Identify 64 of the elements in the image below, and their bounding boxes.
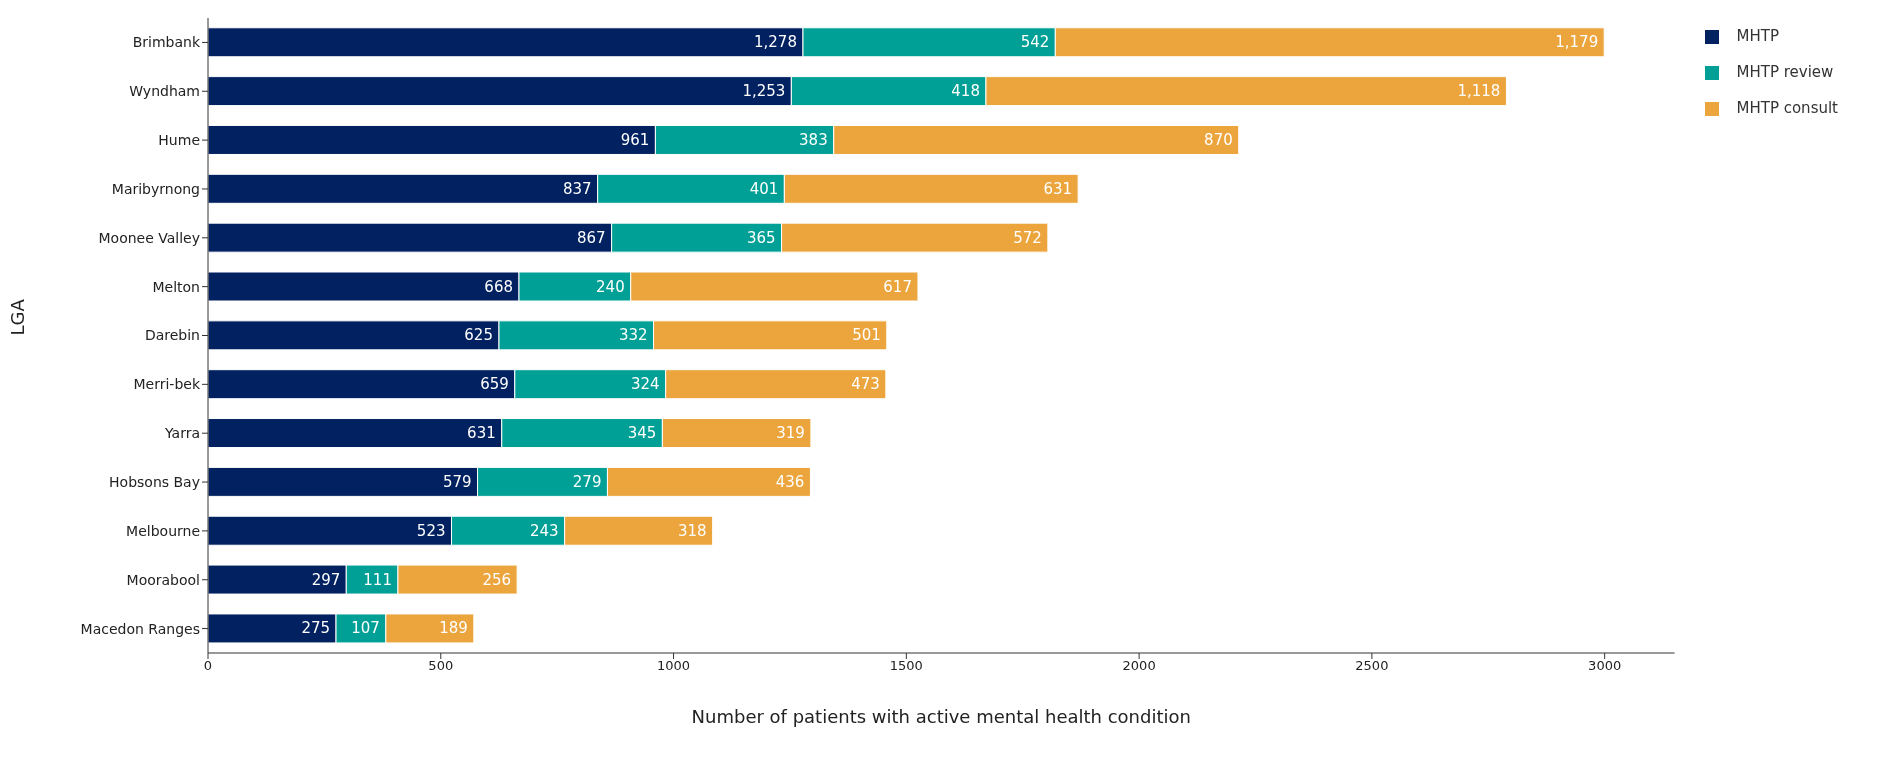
data-label: 324 <box>631 375 660 394</box>
x-tick-label: 0 <box>203 658 213 674</box>
x-tick-label: 2500 <box>1355 658 1389 674</box>
data-label: 256 <box>482 570 512 589</box>
data-label: 345 <box>627 424 657 443</box>
y-tick-label: Maribyrnong <box>111 180 200 197</box>
data-label: 401 <box>749 179 779 198</box>
x-axis-title: Number of patients with active mental health condition <box>691 706 1191 727</box>
x-tick-label: 2000 <box>1122 658 1156 674</box>
data-label: 668 <box>484 277 513 296</box>
data-label: 297 <box>311 570 341 589</box>
data-label: 332 <box>618 326 648 345</box>
data-label: 319 <box>776 424 805 443</box>
data-label: 542 <box>1020 33 1050 52</box>
data-label: 659 <box>480 375 509 394</box>
data-label: 107 <box>351 619 380 638</box>
data-label: 1,118 <box>1457 82 1501 101</box>
data-label: 961 <box>620 130 650 149</box>
data-label: 837 <box>563 179 592 198</box>
data-label: 275 <box>301 619 331 638</box>
data-label: 189 <box>439 619 468 638</box>
y-tick-label: Moonee Valley <box>98 229 200 246</box>
data-label: 631 <box>467 424 496 443</box>
data-label: 572 <box>1013 228 1042 247</box>
data-label: 631 <box>1043 179 1073 198</box>
data-label: 523 <box>416 521 446 540</box>
data-label: 1,179 <box>1555 33 1599 52</box>
x-tick-label: 1500 <box>889 658 923 674</box>
legend-label: MHTP consult <box>1736 99 1838 117</box>
y-tick-label: Hobsons Bay <box>109 474 200 491</box>
x-tick-label: 1000 <box>657 658 691 674</box>
data-label: 383 <box>799 130 828 149</box>
data-label: 870 <box>1204 130 1233 149</box>
y-tick-label: Moorabool <box>126 571 200 588</box>
data-label: 111 <box>363 570 392 589</box>
data-label: 436 <box>775 472 805 491</box>
y-axis-title: LGA <box>7 298 29 336</box>
data-label: 501 <box>852 326 881 345</box>
data-label: 625 <box>464 326 493 345</box>
y-tick-label: Yarra <box>163 425 200 442</box>
data-label: 1,278 <box>754 33 797 52</box>
data-label: 867 <box>577 228 606 247</box>
data-label: 473 <box>851 375 880 394</box>
y-tick-label: Wyndham <box>129 83 200 100</box>
data-label: 279 <box>572 472 602 491</box>
y-tick-label: Darebin <box>144 327 200 344</box>
data-label: 243 <box>529 521 559 540</box>
y-tick-label: Macedon Ranges <box>80 620 200 637</box>
y-tick-label: Melton <box>152 278 200 295</box>
data-label: 579 <box>442 472 472 491</box>
x-tick-label: 500 <box>428 658 454 674</box>
y-tick-label: Brimbank <box>132 34 201 51</box>
data-label: 318 <box>678 521 707 540</box>
data-label: 365 <box>746 228 776 247</box>
legend-label: MHTP review <box>1736 63 1834 81</box>
y-tick-label: Melbourne <box>126 522 200 539</box>
y-tick-label: Merri-bek <box>133 376 201 393</box>
y-tick-label: Hume <box>158 132 200 149</box>
data-label: 617 <box>883 277 912 296</box>
data-label: 240 <box>596 277 625 296</box>
legend-label: MHTP <box>1736 27 1779 45</box>
data-label: 1,253 <box>742 82 786 101</box>
data-label: 418 <box>951 82 980 101</box>
x-tick-label: 3000 <box>1588 658 1622 674</box>
